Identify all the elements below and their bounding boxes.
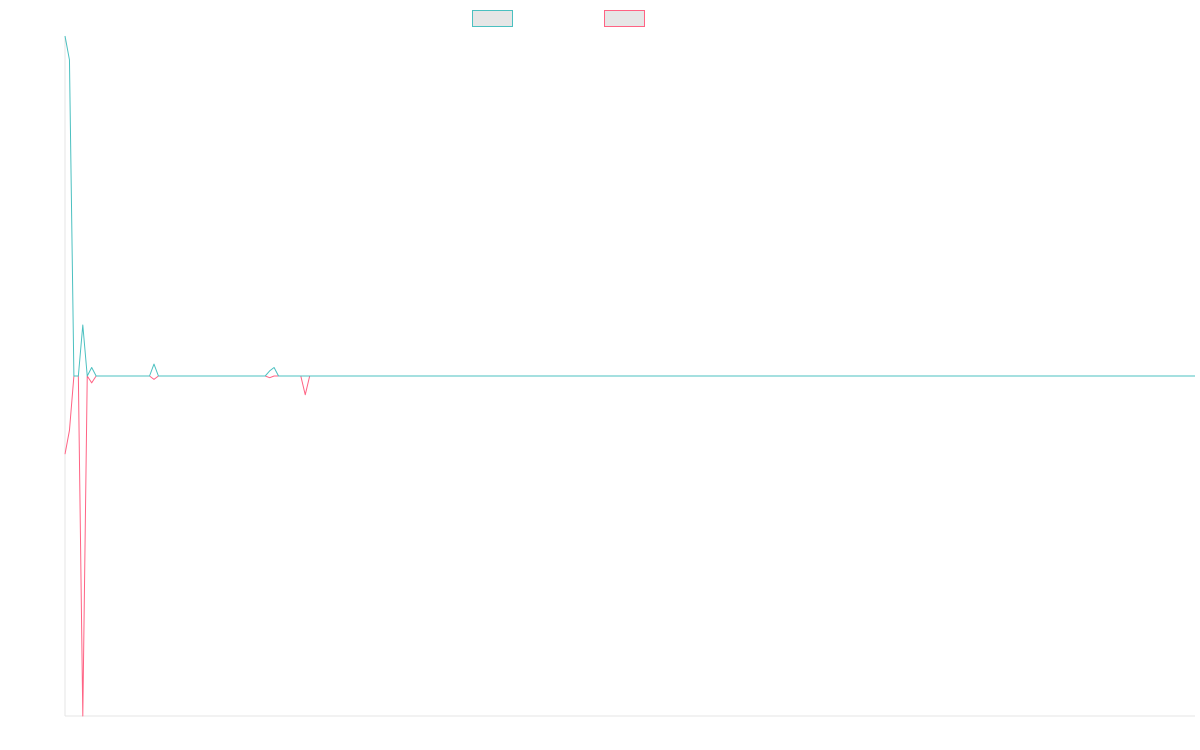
series-line-series_a — [64, 35, 1195, 377]
legend-swatch-series_a[interactable] — [472, 10, 513, 27]
series-layer — [64, 35, 1195, 717]
legend-swatch-series_b[interactable] — [604, 10, 645, 27]
chart-axes — [64, 36, 1195, 717]
chart-legend[interactable] — [472, 10, 645, 27]
series-line-series_b — [64, 375, 1195, 717]
